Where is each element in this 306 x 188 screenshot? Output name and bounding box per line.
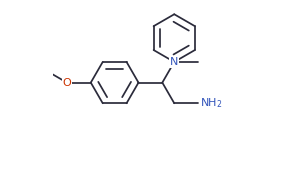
Text: NH$_2$: NH$_2$ [200,96,223,110]
Text: O: O [62,78,71,88]
Text: N: N [170,57,178,67]
